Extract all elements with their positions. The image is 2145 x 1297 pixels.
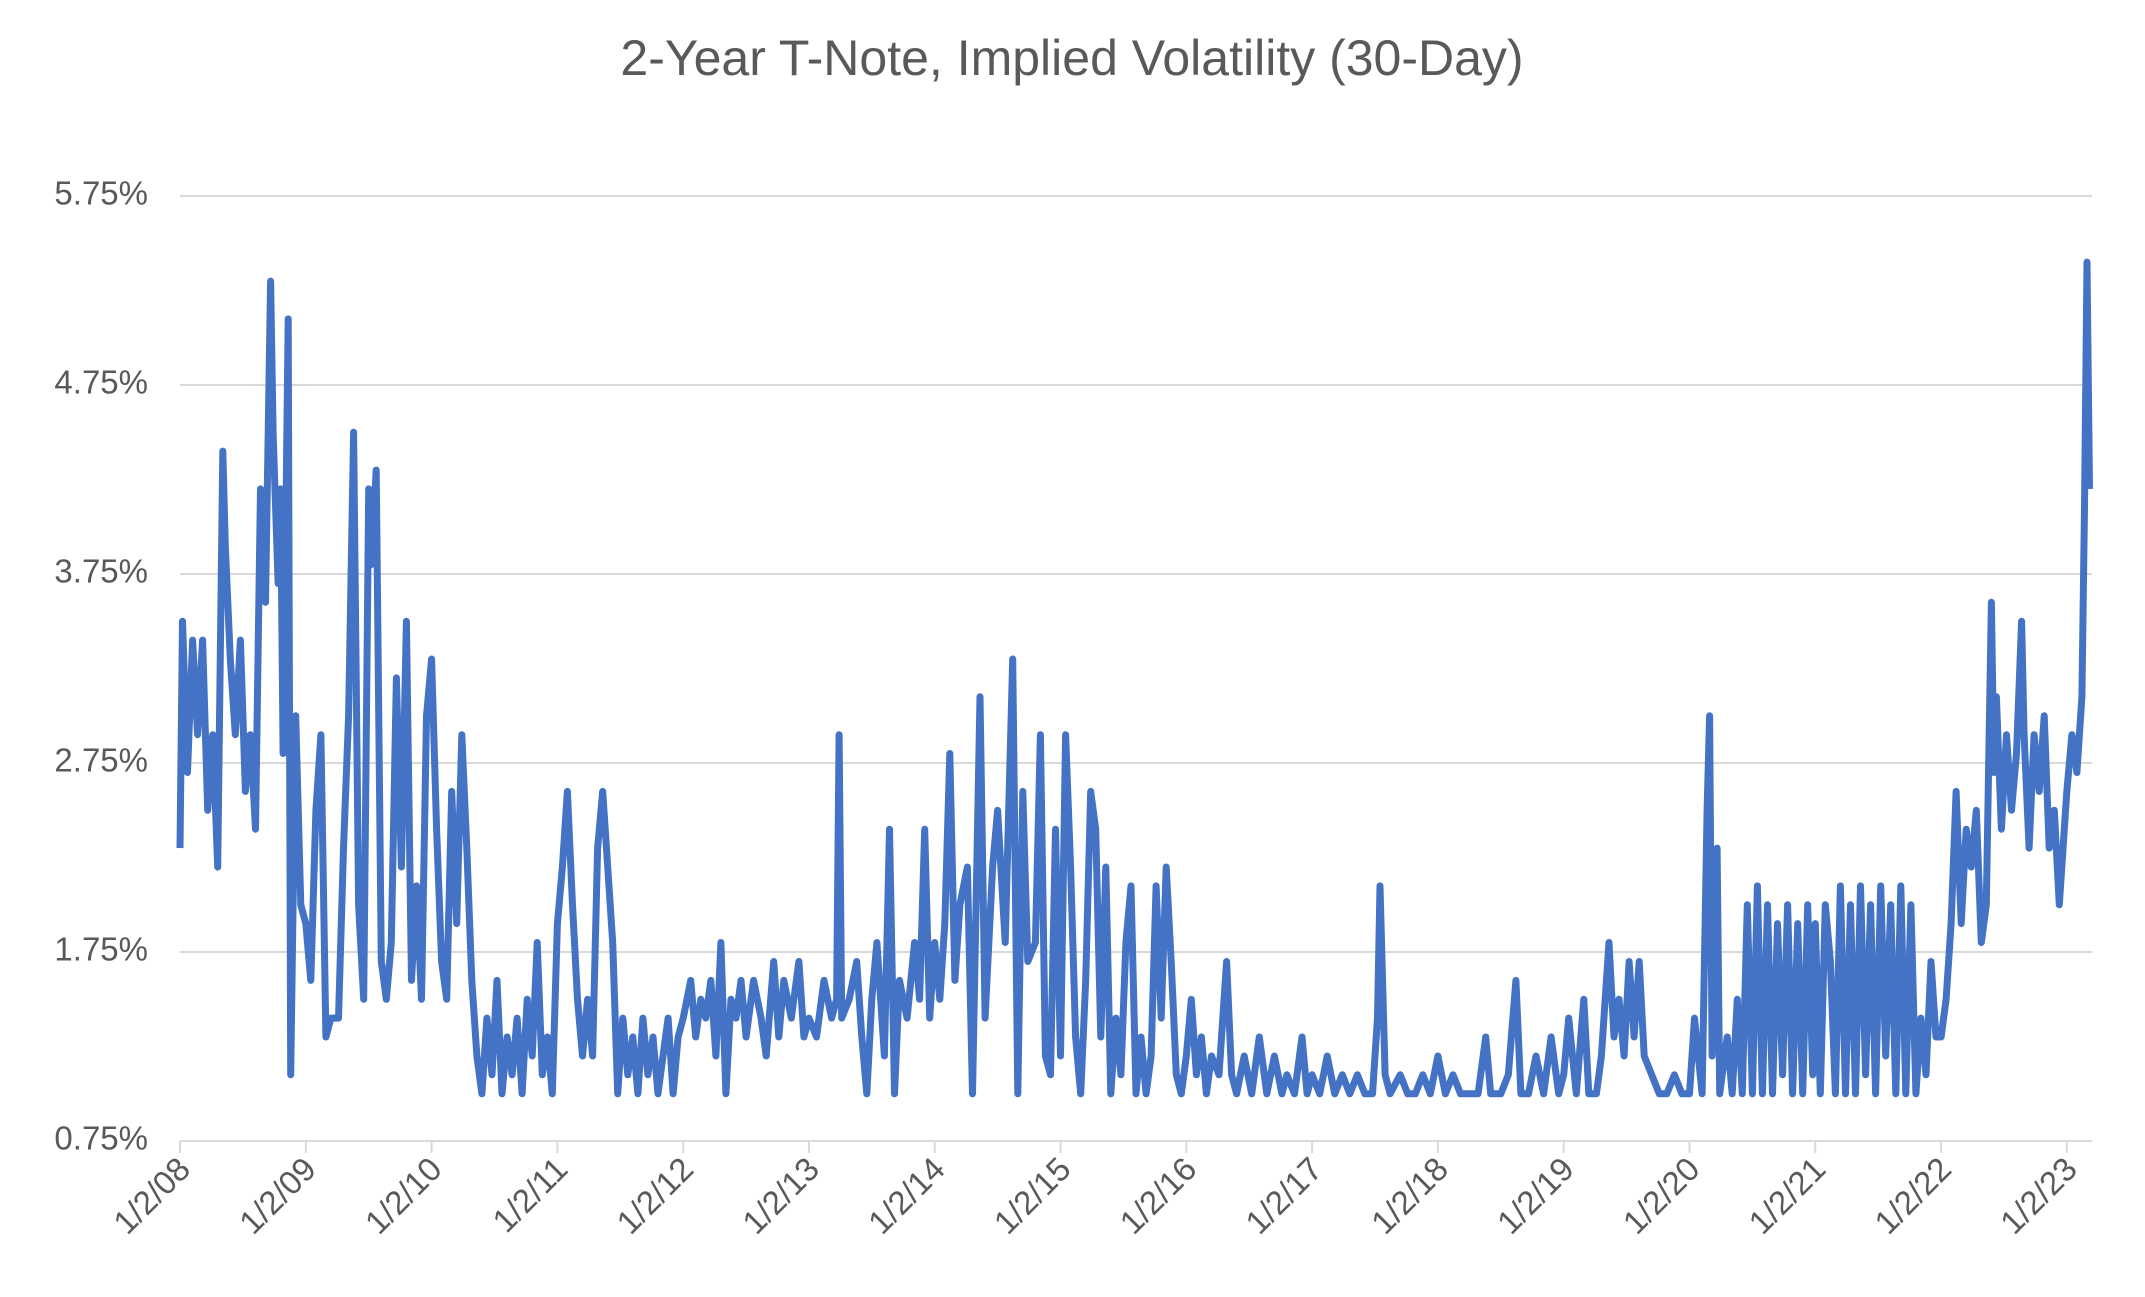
x-tick-label: 1/2/16 [1112, 1150, 1203, 1241]
x-tick-label: 1/2/11 [485, 1150, 574, 1239]
y-tick-label: 5.75% [54, 175, 148, 212]
x-tick-label: 1/2/08 [106, 1150, 197, 1241]
x-tick-label: 1/2/20 [1616, 1150, 1707, 1241]
y-tick-label: 0.75% [54, 1120, 148, 1157]
chart-title: 2-Year T-Note, Implied Volatility (30-Da… [620, 30, 1523, 86]
x-tick-label: 1/2/15 [987, 1150, 1078, 1241]
x-tick-label: 1/2/18 [1364, 1150, 1455, 1241]
x-tick-label: 1/2/23 [1993, 1150, 2084, 1241]
x-tick-label: 1/2/21 [1741, 1150, 1832, 1241]
x-tick-label: 1/2/19 [1490, 1150, 1581, 1241]
y-tick-label: 2.75% [54, 742, 148, 779]
x-tick-label: 1/2/10 [358, 1150, 449, 1241]
x-tick-label: 1/2/09 [232, 1150, 323, 1241]
x-tick-label: 1/2/22 [1867, 1150, 1958, 1241]
x-tick-label: 1/2/12 [609, 1150, 700, 1241]
x-tick-label: 1/2/13 [735, 1150, 826, 1241]
y-tick-label: 3.75% [54, 553, 148, 590]
y-tick-label: 4.75% [54, 364, 148, 401]
x-tick-label: 1/2/17 [1238, 1150, 1329, 1241]
line-series [176, 258, 2093, 1098]
x-tick-label: 1/2/14 [861, 1150, 952, 1241]
y-tick-label: 1.75% [54, 931, 148, 968]
